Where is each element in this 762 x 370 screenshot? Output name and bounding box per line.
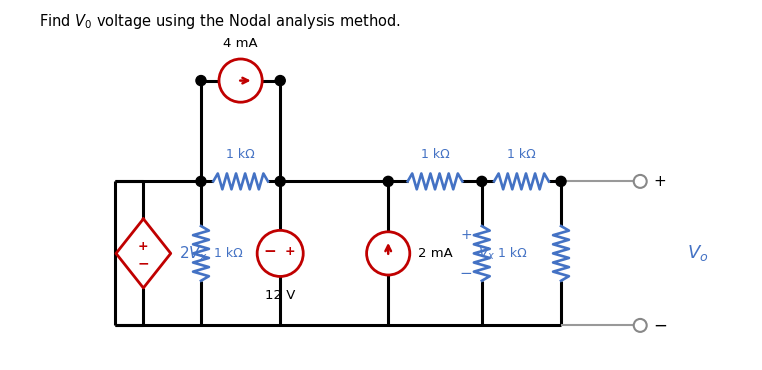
Text: 1 kΩ: 1 kΩ [421, 148, 450, 161]
Text: $V_o$: $V_o$ [687, 243, 709, 263]
Text: Find $V_0$ voltage using the Nodal analysis method.: Find $V_0$ voltage using the Nodal analy… [39, 12, 401, 31]
Text: 1 kΩ: 1 kΩ [226, 148, 255, 161]
Text: +: + [285, 245, 296, 259]
Text: −: − [653, 316, 667, 334]
Circle shape [383, 176, 393, 186]
Circle shape [196, 75, 206, 85]
Circle shape [556, 176, 566, 186]
Text: 12 V: 12 V [265, 289, 296, 302]
Text: +: + [138, 240, 149, 253]
Text: $V_x$: $V_x$ [479, 245, 495, 262]
Circle shape [634, 319, 647, 332]
Circle shape [275, 176, 285, 186]
Text: −: − [459, 266, 472, 281]
Circle shape [275, 75, 285, 85]
Text: 1 kΩ: 1 kΩ [507, 148, 536, 161]
Circle shape [477, 176, 487, 186]
Text: −: − [138, 256, 149, 270]
Circle shape [634, 175, 647, 188]
Text: $2V_x$: $2V_x$ [179, 244, 208, 263]
Text: +: + [653, 174, 666, 189]
Text: 2 mA: 2 mA [418, 247, 453, 260]
Text: 1 kΩ: 1 kΩ [498, 247, 527, 260]
Circle shape [196, 176, 206, 186]
Text: 1 kΩ: 1 kΩ [214, 247, 243, 260]
Text: +: + [460, 228, 472, 242]
Text: −: − [264, 245, 277, 259]
Text: 4 mA: 4 mA [223, 37, 258, 50]
